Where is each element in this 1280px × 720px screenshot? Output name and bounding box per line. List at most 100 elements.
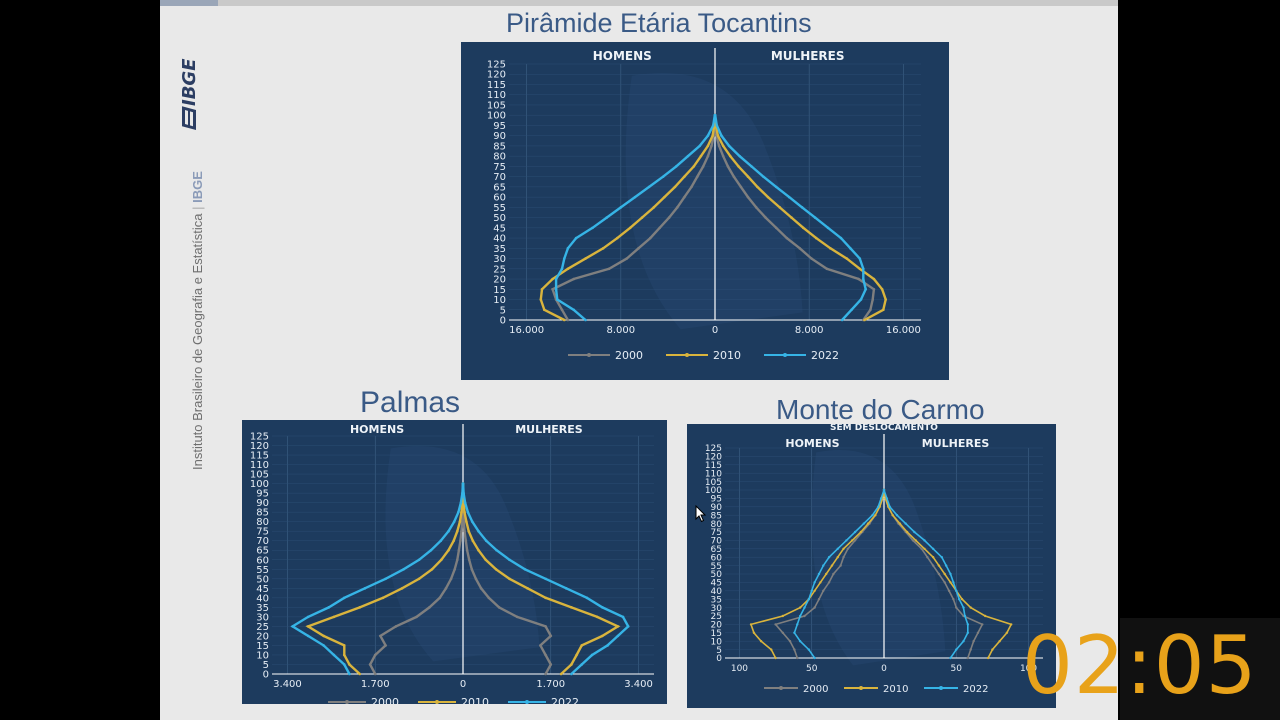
- data-point: [713, 113, 717, 117]
- y-tick-label: 55: [256, 565, 269, 576]
- data-point: [972, 640, 975, 643]
- chart-title-tocantins: Pirâmide Etária Tocantins: [506, 8, 812, 38]
- data-point: [467, 529, 470, 533]
- data-point: [462, 491, 465, 495]
- data-point: [858, 267, 862, 271]
- data-point: [787, 195, 791, 199]
- data-point: [470, 520, 474, 523]
- data-point: [798, 247, 802, 250]
- data-point: [774, 656, 777, 660]
- data-point: [384, 577, 387, 581]
- y-tick-label: 45: [711, 579, 722, 589]
- legend-marker-2022: [783, 353, 787, 357]
- data-point: [798, 614, 802, 618]
- data-point: [467, 558, 471, 562]
- timer-background: [1120, 618, 1280, 720]
- data-point: [465, 548, 469, 552]
- data-point: [605, 216, 609, 219]
- y-tick-label: 20: [256, 631, 269, 642]
- data-point: [698, 144, 701, 148]
- data-point: [864, 287, 867, 291]
- pyramid-chart-monte-do-carmo: 100 50 0 50 10005101520253035404550556065707…: [687, 424, 1056, 708]
- data-point: [661, 175, 665, 178]
- data-point: [494, 567, 498, 571]
- y-tick-label: 90: [493, 131, 506, 142]
- data-point: [452, 539, 456, 543]
- y-tick-label: 115: [250, 451, 269, 462]
- y-tick-label: 110: [250, 460, 269, 471]
- data-point: [923, 539, 926, 542]
- data-point: [563, 257, 566, 260]
- data-point: [721, 144, 725, 148]
- data-point: [544, 577, 547, 581]
- data-point: [926, 556, 929, 559]
- y-tick-label: 80: [493, 152, 506, 163]
- y-tick-label: 35: [711, 595, 722, 605]
- data-point: [621, 615, 625, 619]
- data-point: [306, 625, 310, 628]
- data-point: [895, 514, 899, 517]
- y-tick-label: 45: [256, 584, 269, 595]
- data-point: [749, 623, 753, 626]
- data-point: [774, 226, 778, 230]
- data-point: [949, 581, 952, 584]
- data-point: [721, 154, 725, 158]
- y-tick-label: 90: [711, 503, 723, 513]
- data-point: [444, 587, 448, 590]
- data-point: [690, 185, 693, 189]
- x-tick-label: 16.000: [509, 325, 544, 336]
- data-point: [560, 267, 564, 271]
- data-point: [746, 195, 750, 199]
- data-point: [459, 501, 463, 504]
- data-point: [667, 216, 671, 219]
- y-tick-label: 50: [493, 213, 506, 224]
- women-header: MULHERES: [771, 49, 845, 63]
- legend-marker-2010: [859, 686, 863, 690]
- data-point: [872, 287, 876, 291]
- data-point: [711, 124, 715, 127]
- women-header: MULHERES: [922, 437, 990, 450]
- data-point: [544, 653, 547, 657]
- data-point: [570, 663, 573, 666]
- data-point: [554, 287, 558, 291]
- y-tick-label: 60: [711, 553, 723, 563]
- data-point: [727, 144, 731, 148]
- data-point: [438, 596, 442, 600]
- y-tick-label: 100: [250, 479, 269, 490]
- data-point: [754, 206, 758, 209]
- data-point: [477, 548, 480, 552]
- data-point: [563, 318, 566, 322]
- data-point: [810, 589, 813, 592]
- data-point: [574, 236, 578, 240]
- y-tick-label: 55: [493, 203, 506, 214]
- data-point: [813, 216, 817, 219]
- data-point: [819, 581, 822, 584]
- data-point: [963, 614, 967, 618]
- y-tick-label: 70: [711, 537, 723, 547]
- legend-label-2010: 2010: [461, 696, 489, 704]
- data-point: [836, 556, 839, 559]
- data-point: [813, 589, 816, 592]
- data-point: [862, 277, 865, 281]
- data-point: [615, 236, 619, 240]
- data-point: [920, 547, 923, 550]
- data-point: [778, 206, 782, 209]
- data-point: [923, 547, 926, 550]
- data-point: [417, 558, 421, 562]
- data-point: [829, 247, 832, 250]
- y-tick-label: 0: [263, 670, 269, 681]
- data-point: [358, 606, 362, 609]
- data-point: [739, 185, 743, 189]
- data-point: [940, 556, 944, 559]
- data-point: [839, 564, 842, 567]
- data-point: [601, 634, 604, 638]
- y-tick-label: 75: [711, 528, 722, 538]
- data-point: [788, 640, 792, 643]
- data-point: [306, 634, 310, 638]
- y-tick-label: 100: [487, 111, 506, 122]
- pyramid-chart-palmas: 3.400 1.700 0 1.700 3.4000510152025303540455…: [242, 420, 667, 704]
- slide: IBGE Pirâmide Etária Tocantins Palmas Mo…: [160, 0, 1118, 720]
- y-tick-label: 60: [256, 555, 269, 566]
- x-tick-label: 100: [731, 664, 748, 674]
- data-point: [853, 530, 857, 534]
